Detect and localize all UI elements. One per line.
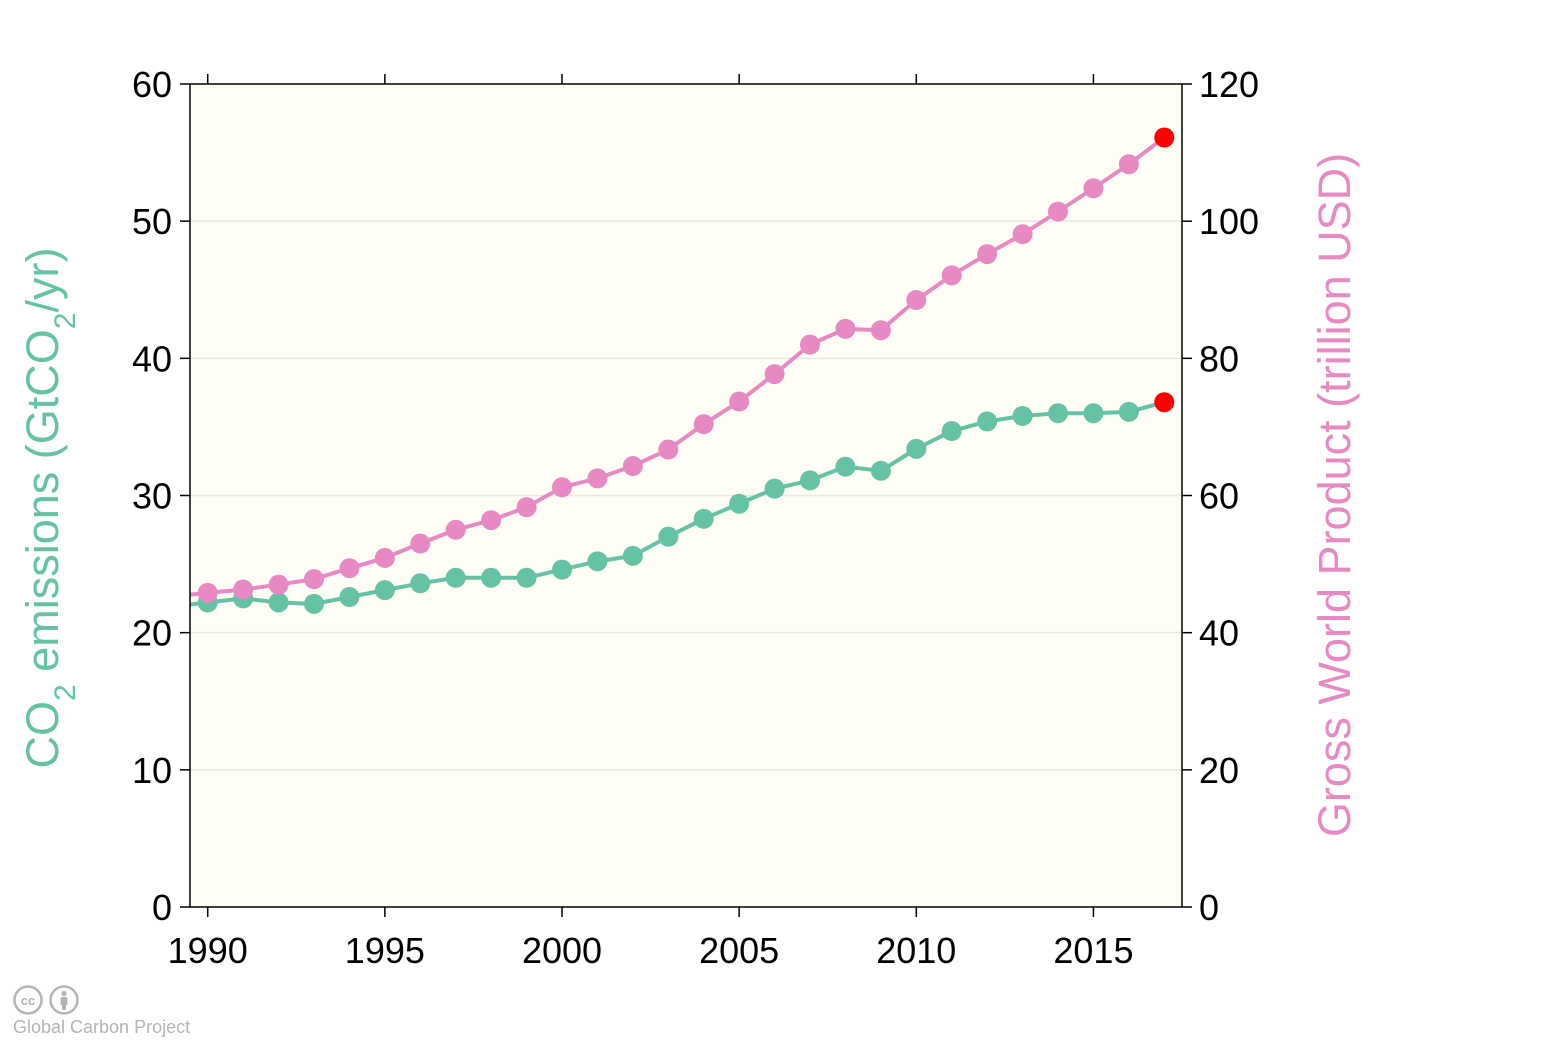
data-point bbox=[1048, 201, 1068, 222]
credit: cc Global Carbon Project bbox=[13, 985, 190, 1038]
data-point bbox=[977, 244, 998, 265]
data-point bbox=[835, 318, 856, 339]
x-tick-label: 1990 bbox=[168, 930, 248, 971]
y-tick-label-left: 0 bbox=[152, 887, 172, 928]
y-tick-label-left: 40 bbox=[132, 338, 172, 379]
data-point bbox=[481, 567, 502, 588]
data-point bbox=[481, 510, 502, 531]
data-point bbox=[764, 364, 785, 385]
data-point bbox=[693, 414, 714, 435]
data-point bbox=[658, 526, 679, 547]
data-point bbox=[977, 411, 998, 432]
y-axis-label-left: CO2 emissions (GtCO2/yr) bbox=[17, 248, 82, 769]
cc-icon: cc bbox=[13, 985, 43, 1015]
data-point bbox=[516, 567, 537, 588]
y-tick-label-right: 20 bbox=[1199, 750, 1239, 791]
x-tick-label: 2010 bbox=[876, 930, 956, 971]
attribution-icon bbox=[49, 985, 79, 1015]
data-point bbox=[587, 551, 608, 572]
data-point bbox=[552, 559, 572, 580]
data-point bbox=[1154, 127, 1175, 148]
y-tick-label-left: 30 bbox=[132, 476, 172, 517]
data-point bbox=[622, 545, 643, 566]
x-tick-label: 1995 bbox=[345, 930, 425, 971]
data-point bbox=[304, 593, 324, 614]
data-point bbox=[233, 579, 254, 600]
data-point bbox=[1154, 392, 1175, 413]
data-point bbox=[941, 421, 962, 442]
data-point bbox=[1118, 154, 1139, 175]
tick-labels: 1990 1995 2000 2005 2010 2015 0 10 20 30 40 50 60 0 20… bbox=[132, 64, 1259, 971]
data-point bbox=[693, 508, 714, 529]
data-point bbox=[729, 493, 750, 514]
data-point bbox=[941, 265, 962, 286]
data-point bbox=[729, 391, 750, 412]
data-point bbox=[870, 460, 891, 481]
svg-text:cc: cc bbox=[21, 993, 35, 1008]
data-point bbox=[339, 558, 360, 579]
data-point bbox=[445, 519, 466, 540]
data-point bbox=[906, 438, 927, 459]
x-tick-label: 2015 bbox=[1053, 930, 1133, 971]
y-tick-label-left: 10 bbox=[132, 750, 172, 791]
data-point bbox=[1083, 178, 1104, 199]
y-tick-label-right: 80 bbox=[1199, 338, 1239, 379]
data-point bbox=[339, 587, 360, 608]
data-point bbox=[268, 574, 289, 595]
y-tick-label-right: 100 bbox=[1199, 201, 1259, 242]
axis-ticks bbox=[180, 74, 1192, 917]
gridlines bbox=[190, 220, 1182, 771]
data-point bbox=[374, 580, 395, 601]
data-point bbox=[622, 456, 643, 477]
data-point bbox=[410, 573, 431, 594]
y-tick-label-left: 20 bbox=[132, 613, 172, 654]
y-tick-label-left: 60 bbox=[132, 64, 172, 105]
data-point bbox=[410, 533, 431, 554]
data-point bbox=[1083, 403, 1104, 424]
data-point bbox=[587, 468, 608, 489]
data-point bbox=[870, 320, 891, 341]
data-point bbox=[1012, 405, 1033, 426]
data-point bbox=[304, 569, 324, 590]
x-tick-label: 2005 bbox=[699, 930, 779, 971]
data-point bbox=[552, 477, 572, 498]
data-point bbox=[800, 470, 820, 491]
data-point bbox=[197, 582, 218, 603]
data-point bbox=[445, 567, 466, 588]
x-tick-label: 2000 bbox=[522, 930, 602, 971]
series-points bbox=[197, 127, 1175, 614]
y-tick-label-right: 40 bbox=[1199, 613, 1239, 654]
data-point bbox=[516, 497, 537, 518]
y-tick-label-right: 120 bbox=[1199, 64, 1259, 105]
data-point bbox=[906, 290, 927, 311]
y-tick-label-right: 60 bbox=[1199, 476, 1239, 517]
y-tick-label-left: 50 bbox=[132, 201, 172, 242]
data-point bbox=[374, 547, 395, 568]
data-point bbox=[1012, 224, 1033, 245]
data-point bbox=[764, 478, 785, 499]
data-point bbox=[800, 334, 820, 355]
credit-org: Global Carbon Project bbox=[13, 1017, 191, 1037]
y-tick-label-right: 0 bbox=[1199, 887, 1219, 928]
data-point bbox=[1118, 401, 1139, 422]
data-point bbox=[268, 592, 289, 613]
data-point bbox=[835, 456, 856, 477]
data-point bbox=[1048, 403, 1068, 424]
y-axis-label-right: Gross World Product (trillion USD) bbox=[1309, 153, 1360, 837]
data-point bbox=[658, 439, 679, 460]
